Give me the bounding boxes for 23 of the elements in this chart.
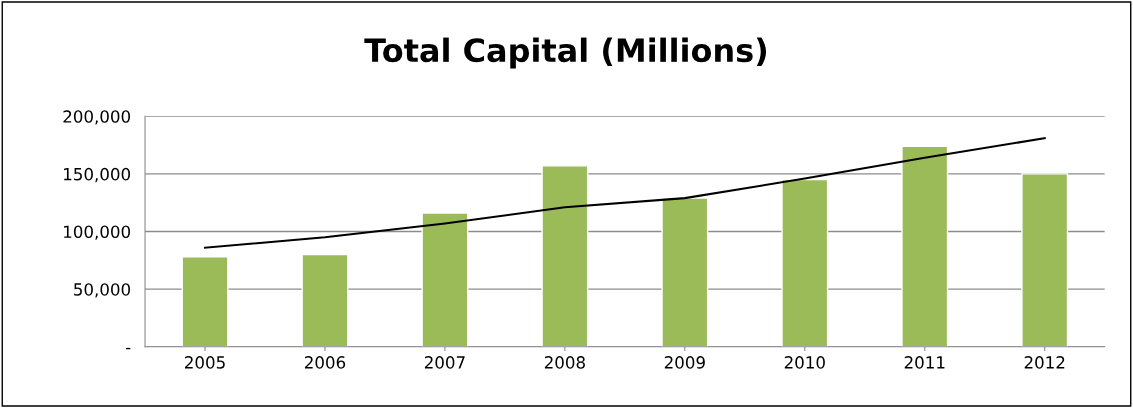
- x-tick-label: 2007: [424, 356, 465, 369]
- bar: [1021, 173, 1069, 347]
- x-tick-label: 2009: [664, 356, 705, 369]
- x-tick-label: 2008: [544, 356, 585, 369]
- x-tick-label: 2012: [1024, 356, 1065, 369]
- y-tick-label: 150,000: [64, 167, 131, 183]
- y-tick-label: 100,000: [64, 225, 131, 240]
- bar: [421, 212, 469, 347]
- x-tick-label: 2011: [904, 356, 945, 369]
- chart-title: Total Capital (Millions): [364, 37, 767, 69]
- y-tick-label: -: [125, 347, 131, 350]
- bar: [181, 256, 229, 347]
- x-tick-label: 2005: [185, 356, 225, 369]
- x-tick-label: 2006: [304, 356, 346, 369]
- bar: [901, 145, 949, 347]
- line-series: [203, 137, 1046, 249]
- bar: [541, 165, 589, 347]
- y-tick-label: 200,000: [63, 110, 131, 125]
- y-tick-label: 50,000: [74, 283, 131, 298]
- bar: [661, 197, 709, 347]
- bar: [301, 253, 349, 347]
- x-tick-label: 2010: [784, 356, 825, 369]
- bar: [781, 178, 829, 347]
